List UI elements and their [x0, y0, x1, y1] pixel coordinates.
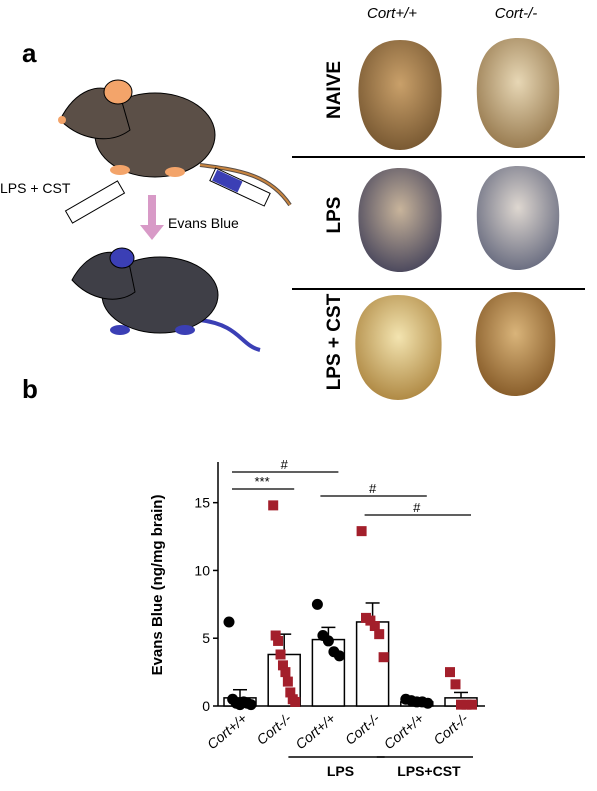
data-point: [285, 687, 296, 698]
significance-label: #: [281, 457, 289, 472]
y-tick-label: 5: [202, 630, 210, 646]
x-tick-label: Cort+/+: [292, 710, 338, 752]
y-axis-label: Evans Blue (ng/mg brain): [149, 495, 166, 676]
mouse-illustration: [58, 79, 292, 352]
data-point: [223, 616, 235, 628]
data-point: [273, 635, 284, 646]
row-label: LPS + CST: [324, 293, 345, 390]
data-point: [277, 660, 288, 671]
data-point: [275, 649, 286, 660]
y-tick-label: 0: [202, 698, 210, 714]
data-point: [467, 699, 477, 710]
data-point: [422, 697, 434, 709]
bar: [355, 621, 390, 707]
column-header: Cort-/-: [495, 5, 538, 22]
data-point: [374, 629, 385, 640]
data-point: [280, 667, 291, 678]
data-point: [333, 650, 345, 662]
data-point: [356, 526, 367, 537]
row-label: NAIVE: [324, 61, 345, 119]
data-point: [311, 598, 323, 610]
panel-label: a: [22, 38, 37, 68]
group-label: LPS+CST: [397, 763, 461, 779]
data-point: [270, 630, 281, 641]
data-point: [268, 500, 279, 511]
data-point: [450, 679, 461, 690]
brain-photos: [355, 38, 560, 400]
data-point: [365, 615, 376, 626]
data-point: [461, 699, 472, 710]
x-tick-label: Cort+/+: [204, 710, 250, 752]
bar: [311, 638, 346, 707]
data-point: [369, 621, 380, 632]
data-point: [378, 652, 389, 663]
arrow-label: Evans Blue: [168, 215, 239, 231]
significance-label: ***: [255, 474, 270, 489]
data-point: [282, 676, 293, 687]
y-tick-label: 15: [194, 495, 210, 511]
data-point: [456, 699, 466, 710]
significance-label: #: [369, 481, 377, 496]
injection-label: LPS + CST: [0, 180, 71, 196]
x-tick-label: Cort-/-: [342, 710, 383, 748]
data-point: [245, 699, 257, 711]
data-point: [290, 696, 301, 707]
significance-label: #: [413, 500, 421, 515]
column-header: Cort+/+: [367, 5, 417, 22]
x-tick-label: Cort-/-: [253, 710, 294, 748]
data-point: [322, 635, 334, 647]
x-tick-label: Cort-/-: [430, 710, 471, 748]
group-label: LPS: [327, 763, 354, 779]
x-tick-label: Cort+/+: [381, 710, 427, 752]
panel-label: b: [22, 374, 38, 404]
data-point: [445, 667, 455, 678]
row-label: LPS: [324, 197, 345, 234]
y-tick-label: 10: [194, 562, 210, 578]
